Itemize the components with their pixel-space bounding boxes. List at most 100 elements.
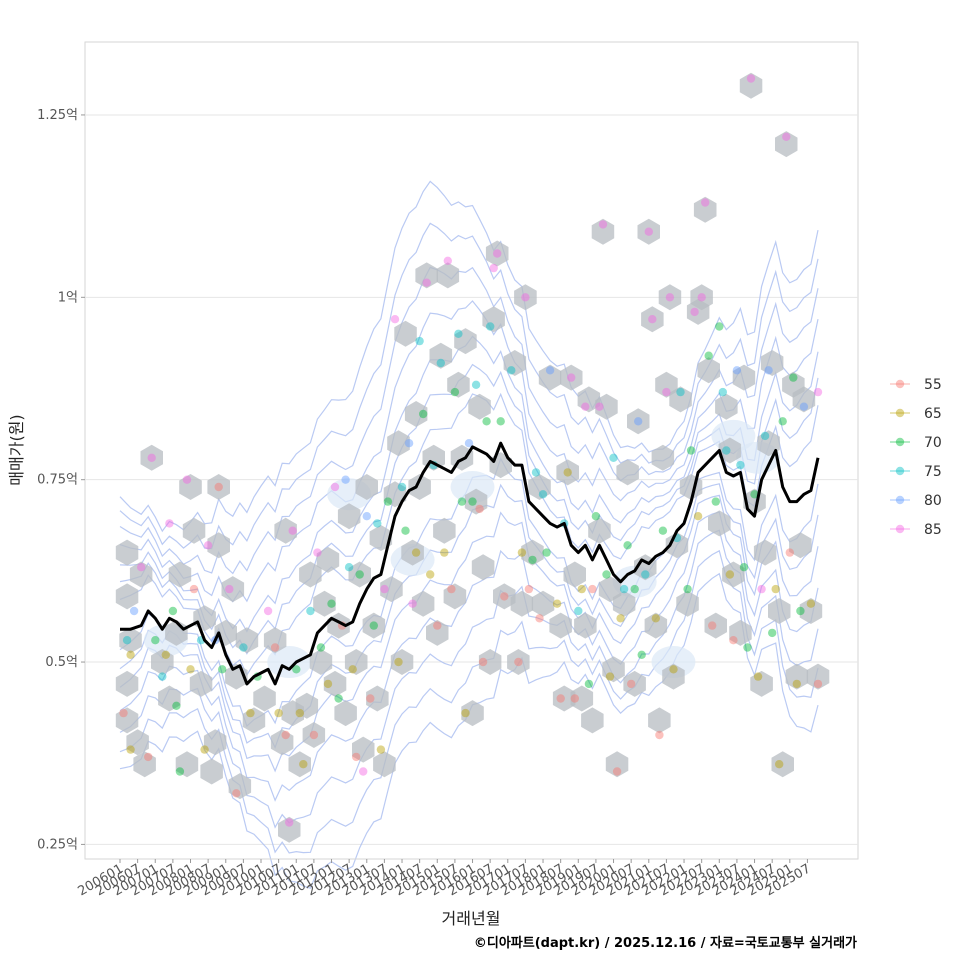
- data-point: [732, 366, 742, 375]
- hexbin: [207, 532, 230, 559]
- hexbin: [380, 576, 403, 603]
- data-point: [175, 767, 185, 776]
- data-point: [355, 570, 364, 579]
- data-point: [411, 548, 421, 557]
- hexbin: [485, 240, 509, 267]
- hexbin: [447, 371, 470, 398]
- hexbin: [549, 612, 572, 639]
- data-point: [813, 387, 823, 397]
- data-point: [500, 592, 509, 601]
- hexbin: [433, 517, 456, 544]
- data-point: [588, 584, 597, 594]
- hexbin: [785, 663, 809, 690]
- hexbin: [768, 598, 791, 624]
- hexbin: [708, 510, 731, 537]
- data-point: [595, 402, 604, 411]
- legend-key-point: [895, 408, 905, 418]
- hexbin: [605, 751, 629, 778]
- data-point: [369, 621, 378, 630]
- data-point: [415, 336, 424, 346]
- hexbin: [270, 729, 294, 756]
- hexbin: [651, 444, 675, 471]
- data-point: [119, 708, 128, 718]
- x-axis-title: 거래년월: [442, 909, 501, 928]
- data-point: [768, 628, 777, 638]
- data-point: [605, 672, 615, 681]
- data-point: [295, 708, 304, 718]
- data-point: [323, 679, 333, 689]
- hexbin: [115, 583, 139, 610]
- data-point: [669, 665, 678, 674]
- hexbin: [274, 517, 297, 544]
- data-point: [341, 475, 350, 484]
- hexbin: [493, 583, 516, 610]
- data-point: [665, 293, 675, 302]
- data-point: [168, 606, 178, 616]
- data-point: [397, 482, 407, 492]
- y-axis: 0.25억 0.5억 0.75억 1억 1.25억: [37, 108, 85, 852]
- data-point: [764, 366, 773, 375]
- hexbin: [665, 532, 689, 559]
- data-point: [609, 453, 618, 462]
- data-point: [299, 760, 308, 769]
- legend-key-point: [895, 495, 905, 505]
- hexbin: [263, 627, 287, 654]
- hexbin: [531, 590, 555, 617]
- data-point: [390, 315, 400, 324]
- hexbin: [309, 649, 333, 675]
- data-point: [760, 431, 770, 441]
- hexbin: [115, 707, 139, 734]
- data-point: [440, 548, 449, 557]
- data-point: [711, 497, 720, 506]
- hexbin: [588, 517, 611, 544]
- data-point: [612, 767, 622, 776]
- hexbin: [119, 627, 142, 654]
- data-point: [697, 293, 706, 302]
- data-point: [232, 789, 241, 798]
- data-point: [648, 315, 657, 324]
- legend-key-point: [895, 437, 905, 447]
- data-point: [591, 512, 601, 521]
- data-point: [644, 227, 653, 236]
- hexbin: [436, 262, 460, 289]
- data-point: [704, 351, 713, 360]
- data-point: [567, 373, 576, 382]
- hexbin: [595, 393, 618, 420]
- data-point: [662, 387, 671, 397]
- hexbin: [337, 503, 361, 530]
- data-point: [426, 570, 435, 579]
- data-point: [436, 358, 445, 368]
- data-point: [782, 132, 791, 141]
- data-point: [263, 606, 273, 616]
- trend-line: [120, 441, 820, 686]
- data-point: [753, 672, 763, 681]
- hexbin: [732, 364, 756, 391]
- legend-label: 70: [924, 435, 942, 451]
- hexbin: [669, 386, 692, 413]
- hexbin: [313, 590, 336, 617]
- data-point: [775, 760, 784, 769]
- hexbin-layer: [115, 72, 830, 843]
- hexbin: [323, 670, 347, 697]
- data-point: [722, 446, 731, 455]
- hexbin: [390, 649, 414, 675]
- data-point: [535, 614, 544, 623]
- data-point: [796, 606, 805, 616]
- data-point: [718, 387, 727, 397]
- data-point: [316, 643, 326, 652]
- hexbin: [775, 131, 798, 158]
- density-contour: [119, 266, 819, 575]
- data-point: [806, 599, 816, 608]
- data-point: [362, 512, 371, 521]
- data-point: [433, 621, 442, 630]
- hexbin: [722, 561, 745, 588]
- data-point: [281, 730, 290, 740]
- data-point: [246, 708, 255, 718]
- data-point: [189, 584, 199, 594]
- hexbin: [189, 670, 213, 697]
- data-point: [598, 220, 608, 229]
- hexbin: [129, 561, 153, 588]
- hexbin: [729, 619, 752, 646]
- hexbin: [404, 401, 428, 427]
- hexbin: [718, 437, 742, 464]
